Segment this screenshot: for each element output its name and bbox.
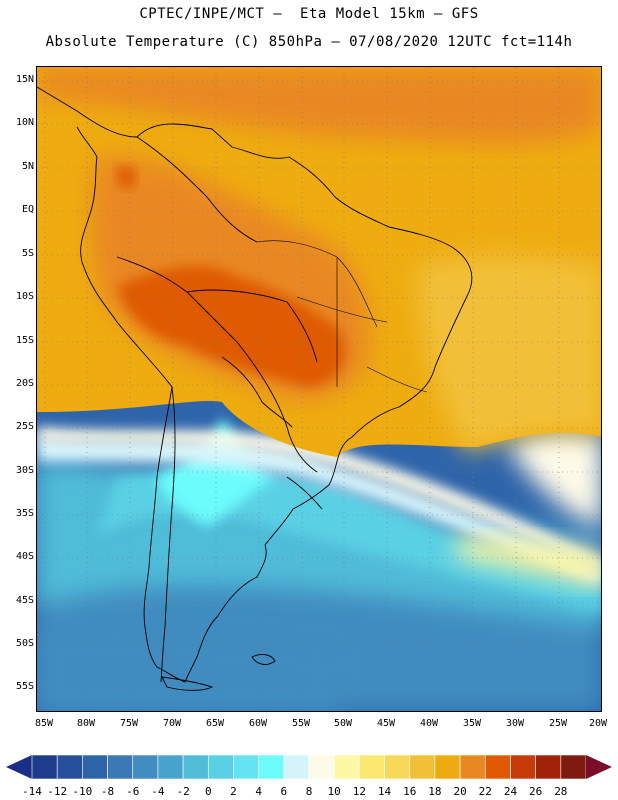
colorbar-label: -12 [47, 785, 68, 798]
brazil-states [256, 240, 428, 393]
lon-label: 80W [76, 718, 96, 729]
lat-label: 45S [15, 595, 34, 606]
lon-label: 45W [376, 718, 396, 729]
lon-label: 50W [333, 718, 353, 729]
border-chile-argentina [160, 386, 176, 683]
colorbar-label: -6 [126, 785, 140, 798]
temperature-map [36, 66, 602, 712]
colorbar-swatch [132, 754, 159, 780]
colorbar-swatch [233, 754, 259, 780]
colorbar-label: 2 [230, 785, 237, 798]
lat-label: 40S [15, 551, 34, 562]
border-bolivia [186, 289, 318, 363]
colorbar-swatch [283, 754, 310, 780]
colorbar-label: 4 [255, 785, 262, 798]
colorbar-label: -10 [72, 785, 93, 798]
colorbar-swatch [107, 754, 134, 780]
colorbar-swatch [409, 754, 436, 780]
temperature-colorbar [6, 754, 612, 780]
lon-label: 75W [119, 718, 139, 729]
title-line-2: Absolute Temperature (C) 850hPa – 07/08/… [45, 34, 573, 50]
border-brazil-south [236, 341, 318, 473]
colorbar-swatch [333, 754, 360, 780]
colorbar-label: 8 [305, 785, 313, 798]
lon-label: 20W [588, 718, 608, 729]
colorbar-swatch [510, 754, 536, 780]
colorbar-label: 14 [377, 785, 392, 798]
lon-label: 35W [462, 718, 482, 729]
map-canvas [37, 67, 601, 711]
colorbar-label: 24 [503, 785, 518, 798]
lat-label: 35S [15, 508, 34, 519]
lon-label: 40W [419, 718, 439, 729]
colorbar-label: 0 [204, 785, 212, 798]
tierra-del-fuego [161, 676, 214, 691]
lat-label: 5N [21, 161, 34, 172]
temperature-field [37, 67, 601, 711]
colorbar-label: 10 [327, 785, 341, 798]
colorbar-label: -4 [151, 785, 165, 798]
lat-label: 5S [21, 248, 34, 259]
colorbar-swatch [535, 754, 562, 780]
lon-label: 30W [505, 718, 525, 729]
border-paraguay [221, 356, 293, 428]
lat-label: 30S [15, 465, 34, 476]
colorbar-swatch [182, 754, 209, 780]
colorbar-swatch [434, 754, 461, 780]
colorbar-swatch [207, 754, 234, 780]
colorbar-label: -2 [176, 785, 190, 798]
lat-label: EQ [21, 204, 34, 215]
colorbar-label: 20 [453, 785, 467, 798]
colorbar-label: 6 [280, 785, 288, 798]
colorbar-swatch [384, 754, 411, 780]
lon-label: 60W [248, 718, 268, 729]
colorbar-swatch [157, 754, 184, 780]
border-uruguay [286, 476, 323, 510]
colorbar-swatch [359, 754, 385, 780]
colorbar-label: 18 [428, 785, 442, 798]
colorbar-label: 22 [478, 785, 492, 798]
lat-label: 55S [15, 681, 34, 692]
colorbar-swatch [308, 754, 335, 780]
colorbar-swatch [31, 754, 58, 780]
colorbar-label: 16 [403, 785, 417, 798]
lat-label: 20S [15, 378, 34, 389]
colorbar-swatch [258, 754, 285, 780]
lat-label: 25S [15, 421, 34, 432]
colorbar-label: -8 [100, 785, 115, 798]
title-line-1: CPTEC/INPE/MCT – Eta Model 15km – GFS [139, 6, 479, 22]
colorbar-label: 12 [352, 785, 366, 798]
colorbar-under-arrow [6, 755, 32, 779]
colorbar-label: -14 [22, 785, 42, 798]
lat-label: 15N [15, 74, 34, 85]
lon-label: 70W [162, 718, 182, 729]
colorbar-swatch [459, 754, 486, 780]
colorbar-swatch [56, 754, 83, 780]
border-colombia-venezuela [136, 136, 258, 243]
colorbar-label: 28 [554, 785, 568, 798]
colorbar-label: 26 [529, 785, 543, 798]
colorbar-swatch [82, 754, 108, 780]
colorbar-swatch [484, 754, 511, 780]
lon-label: 25W [548, 718, 568, 729]
lon-label: 65W [205, 718, 225, 729]
lon-label: 85W [34, 718, 54, 729]
lat-label: 50S [15, 638, 34, 649]
falkland-islands [251, 654, 276, 665]
lat-label: 15S [15, 335, 34, 346]
colorbar-swatch [560, 754, 587, 780]
lat-label: 10N [15, 117, 34, 128]
colorbar-over-arrow [586, 755, 612, 779]
country-borders [37, 86, 473, 691]
lat-label: 10S [15, 291, 34, 302]
south-america-coastline [37, 86, 473, 683]
lon-label: 55W [291, 718, 311, 729]
